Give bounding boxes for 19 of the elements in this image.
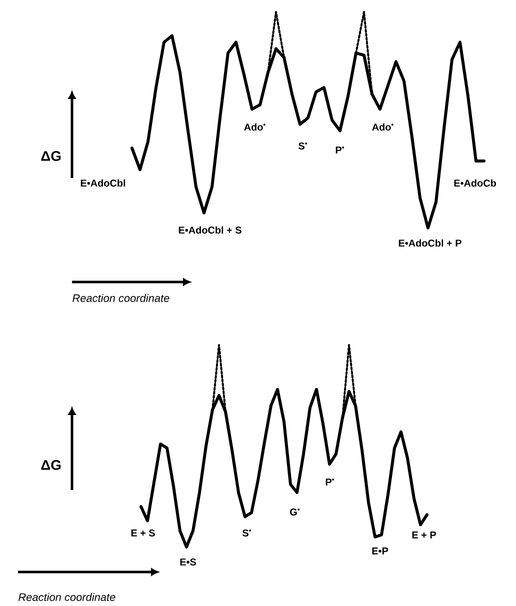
annotation: E•AdoCbl + S [178,226,242,234]
y-axis-title: ΔG [41,460,61,470]
x-axis-title: Reaction coordinate [72,294,170,302]
text: E•AdoCbl [80,179,126,187]
text: E•P [372,548,388,554]
annotation: S$^{•}$ [242,529,252,537]
annotation: E•AdoCb [454,179,496,187]
y-axis-title: ΔG [41,151,61,161]
annotation: E + S [131,529,155,537]
text: E•AdoCbl + P [398,239,462,247]
annotation: E + P [412,532,436,538]
annotation: Ado$^{•}$ [372,123,394,131]
annotation: S$^{•}$ [298,142,308,150]
annotation: P$^{•}$ [326,478,334,486]
text: E•S [180,558,196,566]
annotation: P$^{•}$ [336,146,344,154]
x-axis-title: Reaction coordinate [18,592,116,602]
annotation: Ado$^{•}$ [244,123,266,131]
annotation: G$^{•}$ [290,508,300,516]
